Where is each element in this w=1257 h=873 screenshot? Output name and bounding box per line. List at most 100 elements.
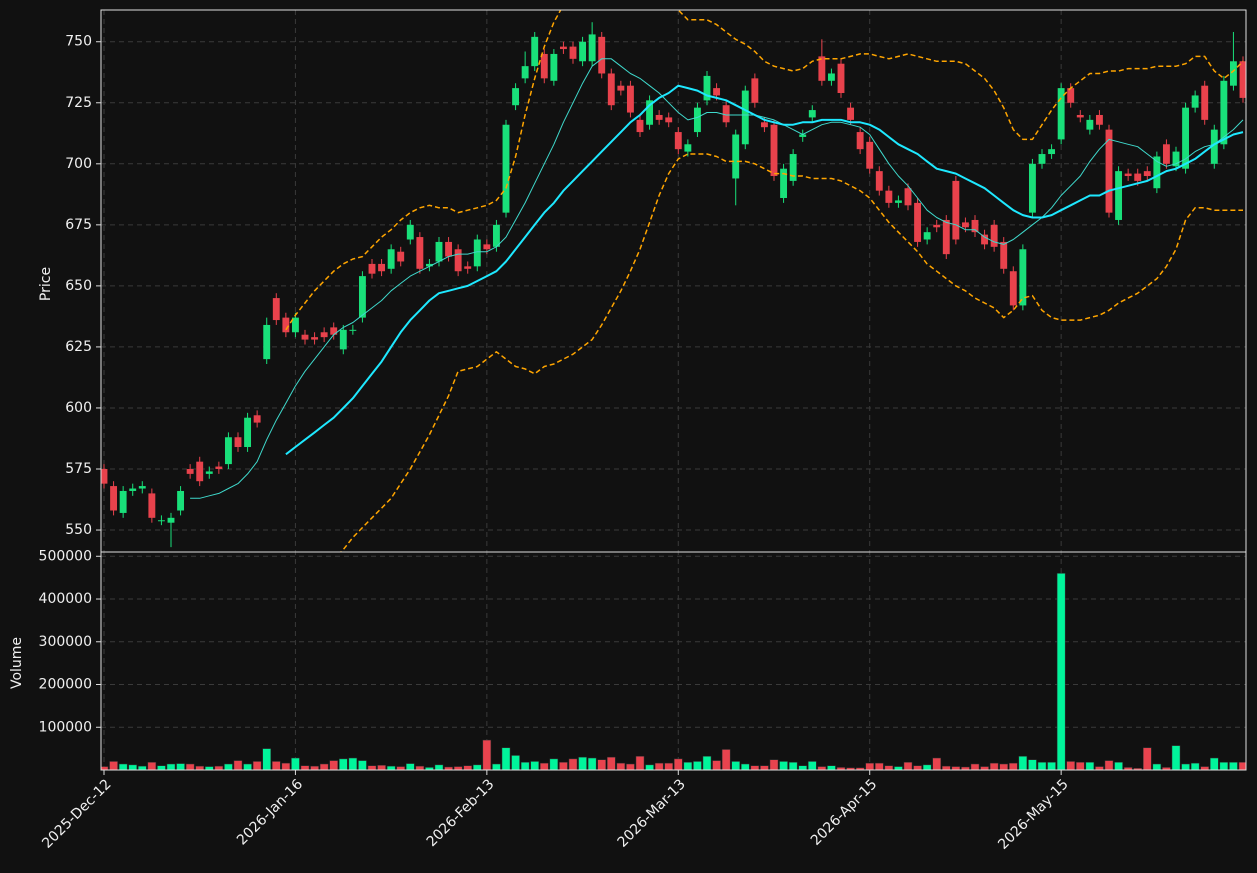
volume-bar bbox=[109, 761, 118, 770]
candle-body bbox=[866, 141, 874, 169]
candle-body bbox=[263, 324, 271, 360]
candle-body bbox=[760, 122, 768, 128]
y-tick-label: 750 bbox=[65, 34, 92, 50]
candle-body bbox=[827, 73, 835, 81]
volume-bar bbox=[1162, 767, 1171, 770]
volume-bar bbox=[138, 765, 147, 770]
candle-body bbox=[1143, 171, 1151, 177]
candle-body bbox=[186, 468, 194, 474]
volume-bar bbox=[645, 764, 654, 770]
candle-body bbox=[138, 486, 146, 489]
candle-body bbox=[272, 298, 280, 321]
volume-bar bbox=[587, 757, 597, 770]
volume-plot bbox=[101, 573, 1246, 770]
candle-body bbox=[1028, 163, 1036, 213]
volume-bar bbox=[1066, 761, 1075, 770]
candle-body bbox=[1009, 271, 1017, 306]
volume-bar bbox=[205, 766, 214, 770]
volume-bar bbox=[1152, 763, 1162, 770]
volume-bar bbox=[865, 762, 874, 770]
candle-body bbox=[713, 88, 721, 96]
volume-bar bbox=[664, 762, 673, 770]
volume-bar bbox=[463, 765, 472, 770]
candle-body bbox=[215, 466, 223, 469]
volume-bar bbox=[741, 763, 750, 770]
volume-bar bbox=[501, 747, 511, 770]
y-tick-label: 100000 bbox=[39, 719, 92, 735]
volume-bar bbox=[1143, 747, 1152, 770]
candle-body bbox=[626, 85, 634, 113]
volume-bar bbox=[970, 763, 980, 770]
candle-body bbox=[693, 107, 701, 133]
candle-body bbox=[531, 36, 539, 67]
candle-body bbox=[1229, 61, 1237, 86]
candle-body bbox=[244, 417, 252, 448]
candle-body bbox=[617, 85, 625, 91]
candle-body bbox=[952, 180, 960, 240]
candle-body bbox=[301, 334, 309, 340]
candle-body bbox=[904, 188, 912, 206]
candle-body bbox=[1239, 61, 1246, 98]
y-tick-label: 625 bbox=[65, 339, 92, 355]
y-tick-label: 550 bbox=[65, 522, 92, 538]
candle-body bbox=[291, 317, 299, 333]
candle-body bbox=[148, 493, 156, 518]
candle-body bbox=[875, 171, 883, 191]
volume-bar bbox=[281, 762, 291, 770]
volume-bar bbox=[798, 765, 807, 770]
volume-bar bbox=[1018, 756, 1028, 770]
volume-bar bbox=[1028, 759, 1037, 770]
candle-body bbox=[110, 486, 118, 511]
candle-body bbox=[492, 224, 500, 247]
candle-body bbox=[512, 88, 520, 106]
volume-bar bbox=[1190, 762, 1200, 770]
candle-body bbox=[540, 53, 548, 79]
volume-bar bbox=[214, 765, 224, 770]
volume-bar bbox=[185, 763, 195, 770]
volume-bar bbox=[1181, 763, 1190, 770]
volume-bar bbox=[243, 763, 252, 770]
candle-body bbox=[358, 276, 366, 318]
candle-body bbox=[1105, 129, 1113, 213]
candle-body bbox=[1182, 107, 1190, 169]
candle-body bbox=[349, 329, 357, 331]
volume-bar bbox=[233, 760, 243, 770]
candle-body bbox=[129, 488, 137, 491]
overlay-line bbox=[339, 153, 1243, 552]
volume-bar bbox=[635, 756, 645, 770]
candle-body bbox=[521, 66, 529, 79]
candle-body bbox=[1057, 88, 1065, 140]
candle-body bbox=[177, 490, 185, 511]
candle-body bbox=[579, 41, 587, 62]
volume-bar bbox=[875, 762, 884, 770]
volume-bar bbox=[319, 763, 329, 770]
volume-bar bbox=[520, 762, 530, 770]
candle-body bbox=[942, 219, 950, 255]
volume-bar bbox=[702, 756, 712, 770]
volume-bar bbox=[894, 766, 903, 770]
candle-body bbox=[732, 134, 740, 179]
volume-bar bbox=[339, 758, 348, 770]
candle-body bbox=[1038, 154, 1046, 164]
candle-body bbox=[885, 190, 893, 203]
volume-bar bbox=[817, 766, 827, 770]
candle-body bbox=[378, 263, 386, 272]
candle-body bbox=[636, 119, 644, 133]
volume-frame bbox=[100, 551, 1247, 771]
candle-body bbox=[253, 415, 261, 423]
candle-body bbox=[387, 249, 395, 269]
volume-bar bbox=[511, 755, 520, 770]
volume-bar bbox=[760, 765, 769, 770]
candle-body bbox=[961, 222, 969, 228]
candle-body bbox=[674, 132, 682, 150]
volume-bar bbox=[750, 765, 760, 770]
volume-bar bbox=[492, 763, 501, 770]
volume-bar bbox=[1047, 762, 1056, 770]
volume-bar bbox=[358, 760, 367, 770]
volume-bar bbox=[1085, 762, 1095, 770]
candle-body bbox=[1134, 173, 1142, 181]
volume-bar bbox=[808, 761, 817, 770]
candle-body bbox=[751, 78, 759, 103]
volume-bar bbox=[425, 767, 434, 770]
candle-body bbox=[914, 202, 922, 242]
